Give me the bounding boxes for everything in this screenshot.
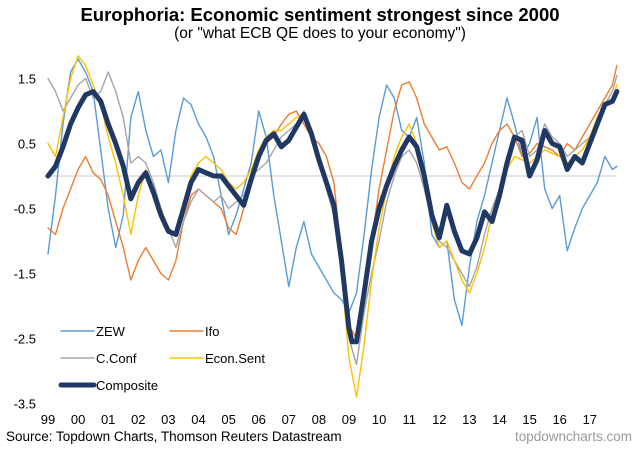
- x-tick-label: 02: [131, 412, 145, 427]
- legend-item: C.Conf: [60, 351, 137, 366]
- x-tick-label: 03: [161, 412, 175, 427]
- y-tick-label: 1.5: [18, 72, 36, 87]
- series-line-composite: [45, 89, 620, 345]
- y-tick-label: -0.5: [14, 202, 36, 217]
- x-tick-label: 16: [552, 412, 566, 427]
- x-tick-label: 12: [432, 412, 446, 427]
- x-tick-label: 99: [41, 412, 55, 427]
- x-tick-label: 00: [71, 412, 85, 427]
- legend-item: Composite: [58, 378, 158, 393]
- legend-label: Composite: [96, 378, 158, 393]
- x-tick-label: 10: [372, 412, 386, 427]
- x-tick-label: 04: [191, 412, 205, 427]
- x-tick-label: 01: [101, 412, 115, 427]
- x-tick-label: 05: [221, 412, 235, 427]
- x-tick-label: 14: [492, 412, 506, 427]
- x-tick-label: 09: [342, 412, 356, 427]
- chart-title: Europhoria: Economic sentiment strongest…: [80, 4, 560, 25]
- y-tick-label: -2.5: [14, 332, 36, 347]
- x-tick-label: 13: [462, 412, 476, 427]
- x-tick-label: 08: [312, 412, 326, 427]
- y-tick-label: -1.5: [14, 267, 36, 282]
- legend-label: Econ.Sent: [205, 351, 265, 366]
- y-tick-label: 0.5: [18, 137, 36, 152]
- legend-label: ZEW: [96, 324, 126, 339]
- x-tick-label: 11: [402, 412, 416, 427]
- y-tick-label: -3.5: [14, 397, 36, 412]
- x-tick-label: 17: [583, 412, 597, 427]
- legend-label: C.Conf: [96, 351, 137, 366]
- x-tick-label: 15: [522, 412, 536, 427]
- legend-label: Ifo: [205, 324, 219, 339]
- legend-item: ZEW: [60, 324, 126, 339]
- source-note: Source: Topdown Charts, Thomson Reuters …: [6, 429, 342, 444]
- chart-subtitle: (or "what ECB QE does to your economy"): [174, 25, 466, 42]
- legend-item: Econ.Sent: [169, 351, 265, 366]
- x-tick-label: 07: [282, 412, 296, 427]
- x-tick-label: 06: [251, 412, 265, 427]
- legend-item: Ifo: [169, 324, 219, 339]
- brand-watermark: topdowncharts.com: [514, 429, 632, 444]
